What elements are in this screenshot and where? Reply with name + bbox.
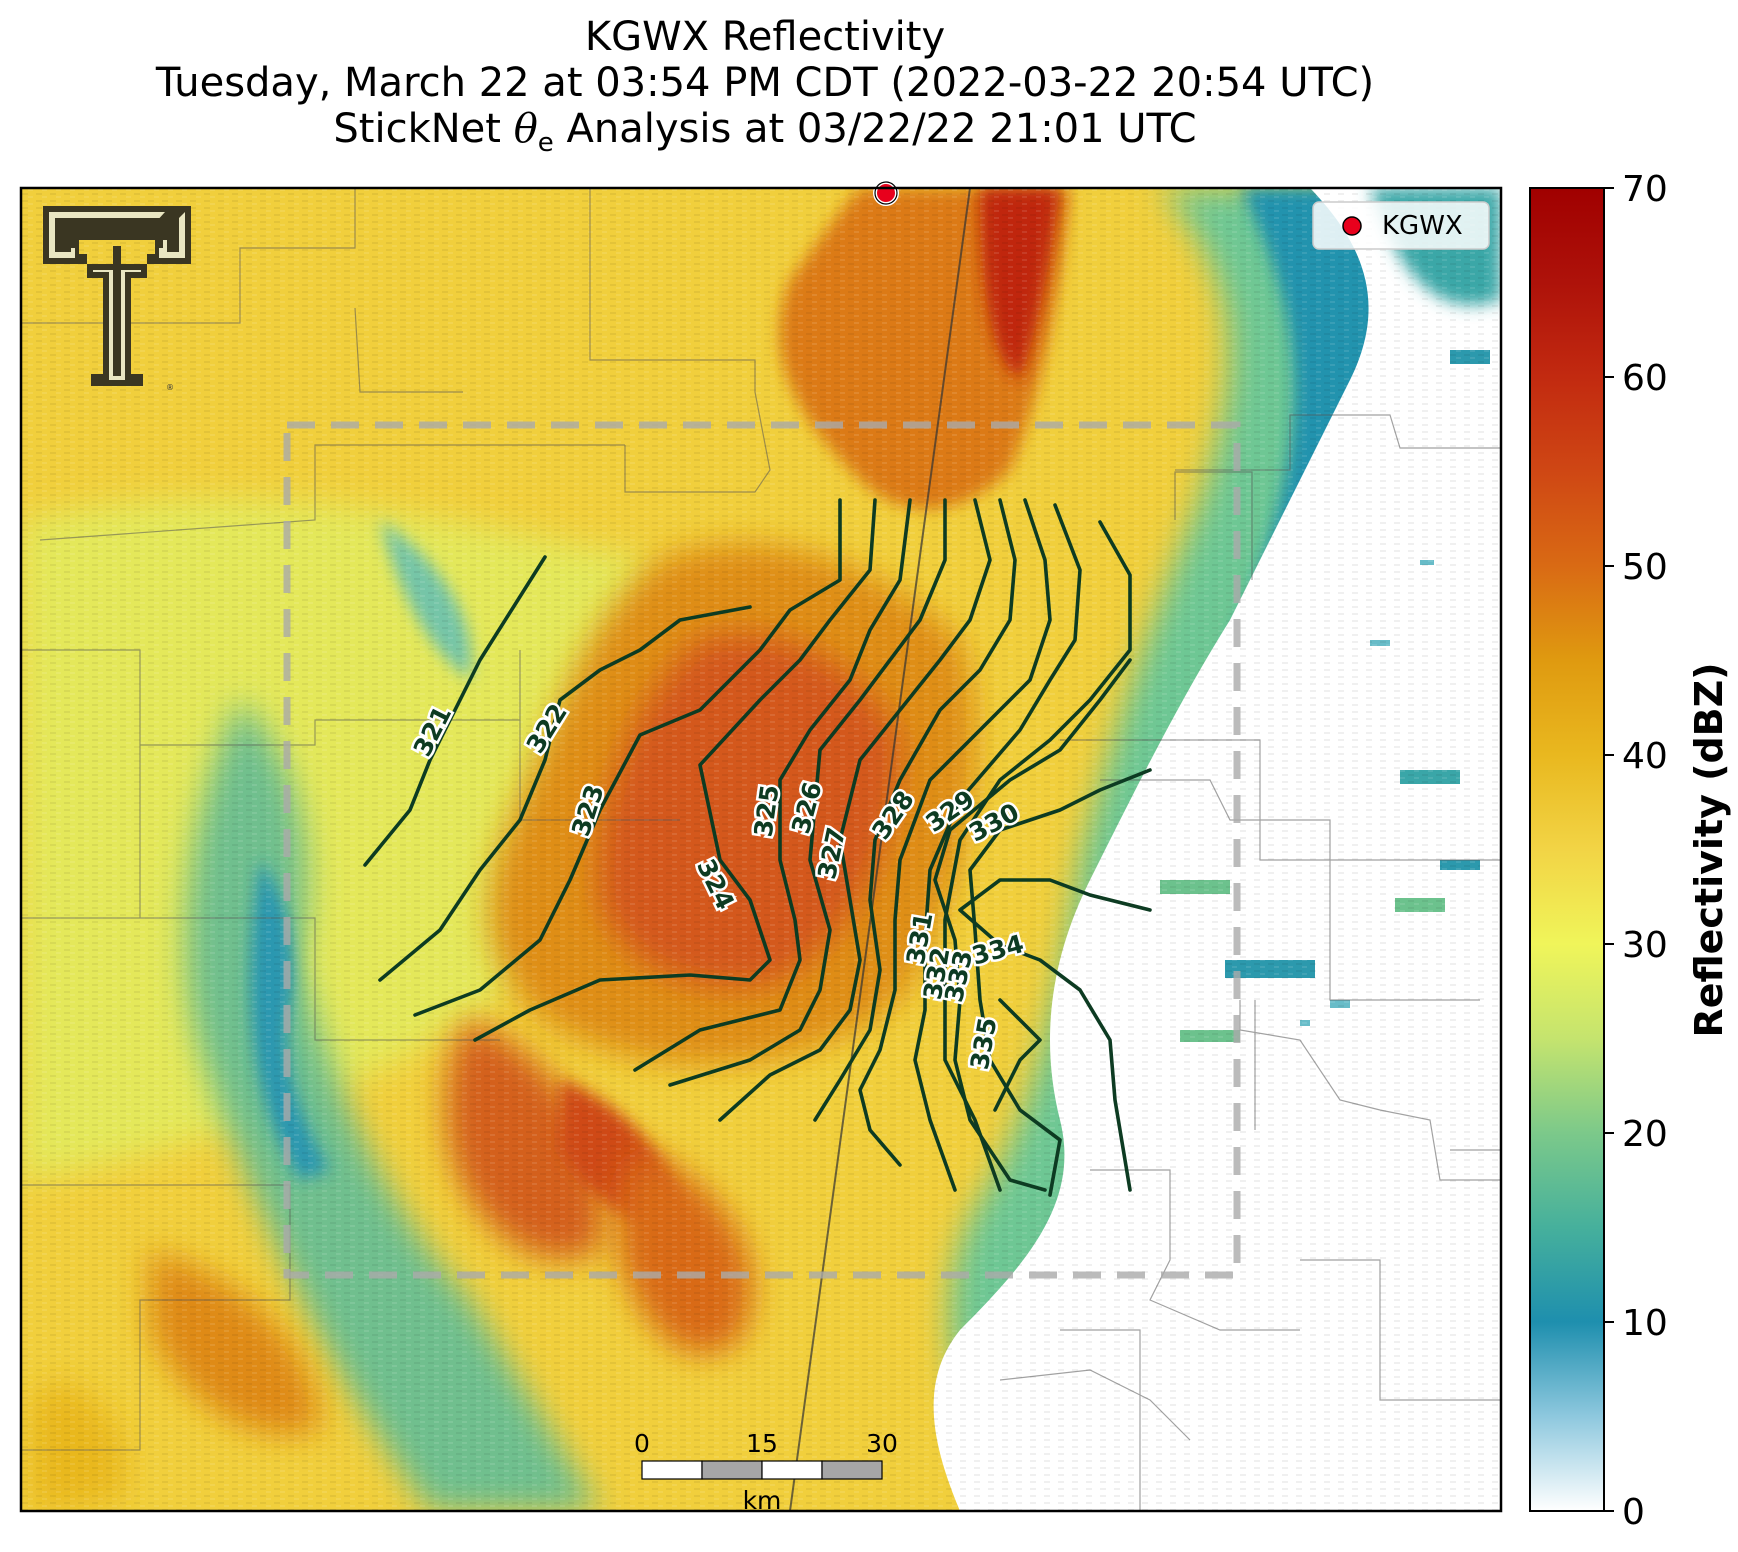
scale-tick-0: 0 <box>634 1429 650 1458</box>
colorbar-tick-label-70: 70 <box>1622 169 1668 210</box>
theta-e-contours <box>363 498 1152 1197</box>
scale-bar: 0 15 30 km <box>634 1429 898 1515</box>
scale-segment-4 <box>821 1460 883 1480</box>
scale-tick-30: 30 <box>866 1429 898 1458</box>
colorbar-tick-label-10: 10 <box>1622 1303 1668 1344</box>
colorbar-tick-label-40: 40 <box>1622 736 1668 777</box>
contour-328 <box>813 498 1017 1122</box>
contour-327 <box>718 498 992 1122</box>
scale-tick-15: 15 <box>746 1429 778 1458</box>
legend-label: KGWX <box>1382 211 1463 241</box>
contour-332 <box>933 658 1132 1192</box>
colorbar-tick-label-60: 60 <box>1622 358 1668 399</box>
colorbar-label: Reflectivity (dBZ) <box>1687 662 1731 1037</box>
map-frame <box>19 186 1503 1513</box>
contour-321 <box>363 555 547 867</box>
radar-site-marker-outline <box>874 181 898 205</box>
contour-324 <box>473 498 877 1042</box>
logo-registered-mark: ® <box>166 383 174 392</box>
colorbar-tick-label-30: 30 <box>1622 925 1668 966</box>
legend-marker-icon <box>1342 216 1362 236</box>
theta-subscript: e <box>537 128 554 158</box>
colorbar-fill <box>1530 188 1604 1511</box>
colorbar-tick-label-0: 0 <box>1622 1492 1645 1533</box>
contour-331 <box>943 520 1132 1192</box>
title-line-3-prefix: StickNet <box>333 106 514 152</box>
legend-box <box>1312 201 1490 250</box>
scale-segment-3 <box>761 1460 823 1480</box>
contour-326 <box>668 498 947 1087</box>
analysis-domain-box <box>283 421 1241 1279</box>
scale-segment-1 <box>641 1460 703 1480</box>
colorbar-ticks: 0 10 20 30 40 50 60 70 <box>1604 169 1668 1533</box>
highway-line <box>789 188 971 1511</box>
contour-334 <box>958 878 1152 1192</box>
contour-323 <box>413 498 842 1017</box>
contour-322 <box>378 605 752 982</box>
contour-335 <box>993 998 1042 1112</box>
scale-segment-2 <box>701 1460 763 1480</box>
map-legend: KGWX <box>1312 201 1490 250</box>
reflectivity-field <box>21 188 1501 1511</box>
colorbar: 0 10 20 30 40 50 60 70 Reflectivity (dBZ) <box>1529 169 1731 1533</box>
theta-symbol: θ <box>513 106 538 152</box>
colorbar-tick-label-50: 50 <box>1622 547 1668 588</box>
contour-329 <box>858 498 1052 1167</box>
texas-tech-double-t-logo: ® <box>43 206 191 392</box>
contour-333 <box>968 768 1152 1197</box>
title-line-1: KGWX Reflectivity <box>584 14 946 60</box>
plot-title: KGWX Reflectivity Tuesday, March 22 at 0… <box>0 14 1530 166</box>
contour-330 <box>913 503 1082 1192</box>
title-line-2: Tuesday, March 22 at 03:54 PM CDT (2022-… <box>155 60 1375 106</box>
contour-325 <box>633 498 912 1072</box>
title-line-3: StickNet θe Analysis at 03/22/22 21:01 U… <box>0 106 1530 166</box>
county-borders <box>21 188 1501 1511</box>
colorbar-tick-label-20: 20 <box>1622 1114 1668 1155</box>
title-line-3-suffix: Analysis at 03/22/22 21:01 UTC <box>553 106 1197 152</box>
colorbar-frame <box>1529 187 1605 1512</box>
